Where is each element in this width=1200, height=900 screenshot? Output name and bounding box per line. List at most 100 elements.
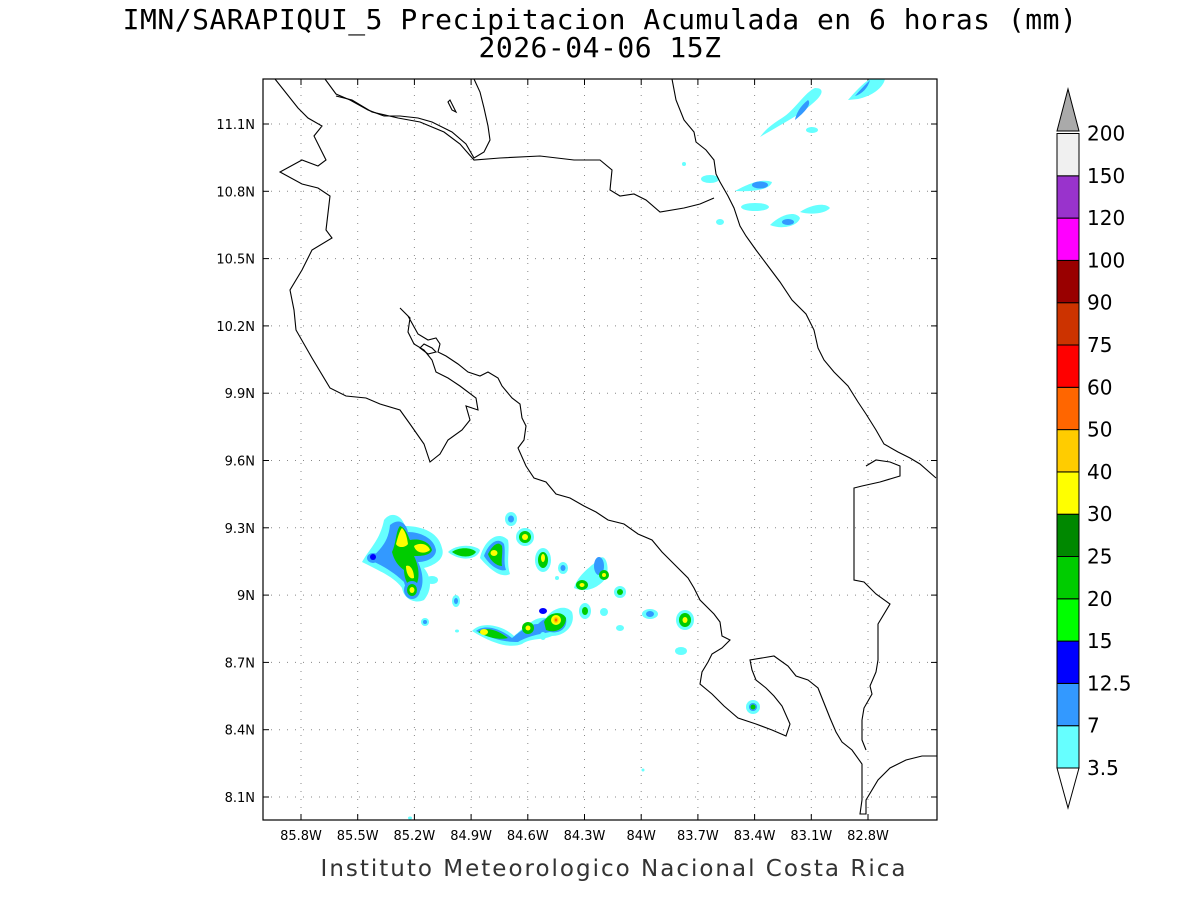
lon-tick-label: 85.5W [337,829,379,844]
lon-tick-label: 85.8W [280,829,322,844]
lon-tick-label: 83.7W [677,829,719,844]
colorbar-swatch [1056,640,1080,684]
island [447,99,458,114]
map-grid [263,79,937,820]
precip-area [741,203,769,211]
lat-tick-label: 9.9N [225,387,255,402]
precip-area [539,608,547,614]
lon-tick-label: 84.6W [507,829,549,844]
lon-tick-label: 83.4W [734,829,776,844]
precip-area [617,589,623,595]
precip-area [554,618,558,622]
lon-tick-label: 85.2W [393,829,435,844]
precip-area [782,219,794,225]
precip-area [560,565,566,571]
precip-area [579,583,585,587]
precip-area [646,611,654,617]
precip-area [452,548,476,557]
precip-area [541,554,545,562]
precip-area [752,181,768,189]
colorbar-swatch [1056,513,1080,558]
colorbar-swatch [1056,175,1080,219]
precip-area [426,576,438,584]
precip-area [508,515,514,523]
precip-area [848,79,885,100]
chart-title: IMN/SARAPIQUI_5 Precipitacion Acumulada … [122,3,1078,36]
precip-area [795,100,810,120]
lat-tick-label: 10.8N [216,185,255,200]
colorbar-legend: 3.5 7 12.5 15 20 25 30 40 50 60 75 90 100 120 150 200 [1056,87,1132,810]
precip-area [555,576,559,580]
precip-area [455,629,459,633]
precip-area [600,608,608,616]
precip-area [602,573,606,577]
precip-area [408,816,412,820]
lon-tick-label: 83.1W [790,829,832,844]
chart-subtitle-datetime: 2026-04-06 15Z [478,31,722,64]
coastlines [274,79,937,815]
precip-area [701,175,719,183]
lon-tick-label: 84.3W [564,829,606,844]
precip-area [616,625,624,631]
precip-area [682,617,688,623]
colorbar-label: 30 [1087,502,1112,526]
lat-tick-label: 8.4N [225,724,255,739]
precip-area [855,80,870,96]
colorbar-upper-triangle [1056,87,1080,132]
precip-area [682,162,686,166]
colorbar-label: 150 [1087,164,1125,188]
colorbar-label: 200 [1087,122,1125,146]
precip-area [675,647,687,655]
precip-area [716,219,724,225]
precipitation-field [362,79,885,820]
coastline-pacific [274,79,937,815]
lat-tick-label: 10.5N [216,253,255,268]
colorbar-swatch [1056,598,1080,642]
colorbar-label: 40 [1087,460,1112,484]
lake-nicaragua-shore [324,79,491,159]
colorbar-label: 3.5 [1087,756,1119,780]
colorbar-swatch [1056,217,1080,261]
colorbar-label: 100 [1087,248,1125,272]
footer-credit: Instituto Meteorologico Nacional Costa R… [320,856,908,882]
colorbar-label: 120 [1087,206,1125,230]
lon-tick-label: 82.8W [847,829,889,844]
precip-area [760,88,822,137]
colorbar-label: 15 [1087,629,1112,653]
colorbar-label: 75 [1087,333,1112,357]
colorbar-swatch [1056,556,1080,600]
precip-area [370,554,376,560]
lat-tick-label: 9.6N [225,455,255,470]
colorbar-swatch [1056,429,1080,473]
colorbar-swatch [1056,344,1080,388]
map-frame [262,78,938,821]
colorbar-swatch [1056,386,1080,431]
colorbar-label: 60 [1087,375,1112,399]
colorbar-swatch [1056,259,1080,304]
precip-area [409,587,415,593]
precip-area [522,534,528,540]
precip-area [582,607,588,615]
colorbar-label: 12.5 [1087,671,1132,695]
coastline-caribbean [671,79,937,479]
precip-area [641,768,645,772]
colorbar-label: 90 [1087,291,1112,315]
island [419,343,438,355]
precip-area [423,620,427,624]
lat-tick-label: 9N [237,589,255,604]
lat-tick-label: 9.3N [225,522,255,537]
lat-tick-label: 8.1N [225,791,255,806]
longitude-axis-labels: 85.8W 85.5W 85.2W 84.9W 84.6W 84.3W 84W 83.7W 83… [280,829,889,844]
colorbar-label: 50 [1087,418,1112,442]
precip-area [480,629,488,635]
precip-area [540,632,546,640]
border-costa-rica-panama [853,459,901,751]
colorbar-lower-triangle [1056,767,1080,810]
precip-area [806,127,818,133]
colorbar-swatch [1056,133,1080,177]
precip-area [525,625,531,631]
lat-tick-label: 11.1N [216,118,255,133]
precip-area [800,204,830,214]
lat-tick-label: 8.7N [225,656,255,671]
